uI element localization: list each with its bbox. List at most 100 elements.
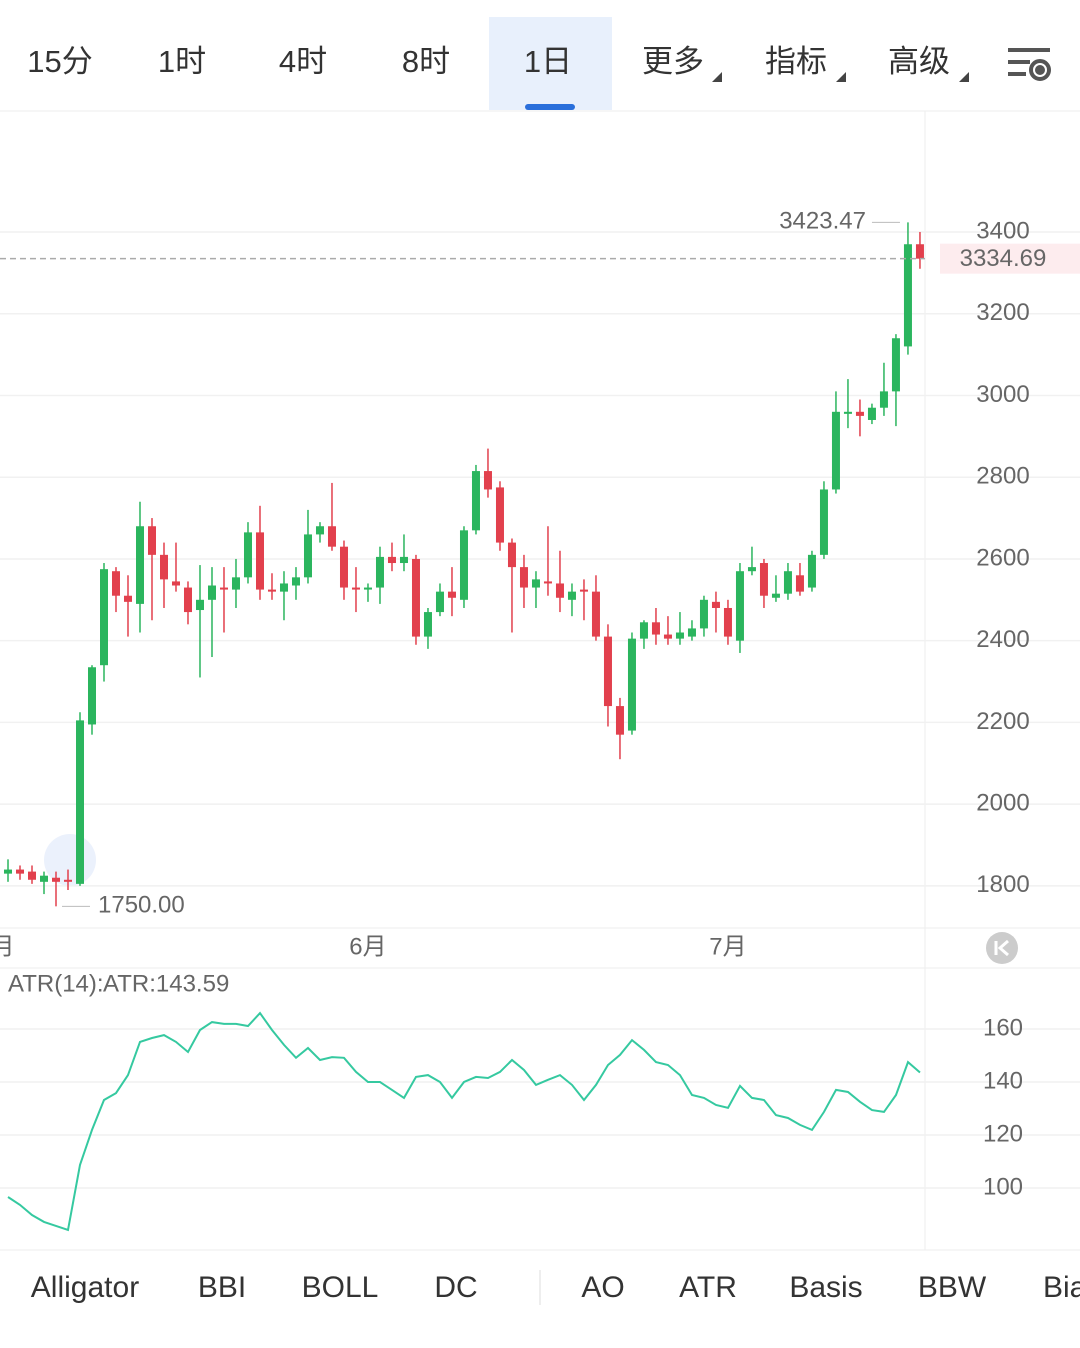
last-price-label: 3334.69 — [960, 245, 1047, 272]
candle-body — [879, 391, 888, 408]
indicator-tab[interactable]: DC — [434, 1271, 477, 1304]
candle-body — [627, 638, 636, 731]
candle-body — [375, 556, 384, 588]
indicator-tab[interactable]: Basis — [789, 1271, 862, 1304]
candle-body — [723, 607, 732, 637]
candle-body — [399, 556, 408, 564]
candle-body — [99, 569, 108, 666]
indicator-tab[interactable]: Alligator — [31, 1271, 139, 1304]
candle-body — [603, 636, 612, 707]
y-tick-label: 140 — [983, 1067, 1023, 1094]
candle-body — [303, 534, 312, 578]
y-tick-label: 2800 — [976, 463, 1029, 490]
candle-body — [4, 869, 13, 874]
candle-body — [195, 599, 204, 611]
candle-body — [52, 877, 61, 882]
tab[interactable]: 1时 — [158, 44, 206, 79]
candle-body — [891, 338, 900, 392]
indicator-tab[interactable]: AO — [581, 1271, 624, 1304]
candle-body — [207, 585, 216, 600]
candle-body — [219, 587, 228, 590]
candle-body — [159, 554, 168, 580]
indicator-tab[interactable]: BBW — [918, 1271, 987, 1304]
tab[interactable]: 1日 — [524, 44, 572, 79]
x-tick-label: 5月 — [0, 933, 15, 960]
candle-body — [579, 589, 588, 592]
candle-body — [315, 526, 324, 535]
candle-body — [327, 526, 336, 547]
candle-body — [87, 667, 96, 725]
y-tick-label: 3200 — [976, 299, 1029, 326]
candle-body — [267, 589, 276, 592]
candle-body — [339, 546, 348, 588]
candle-body — [28, 871, 37, 880]
tab[interactable]: 更多 — [642, 44, 704, 79]
indicator-tab[interactable]: Bia — [1043, 1271, 1080, 1304]
candle-body — [735, 571, 744, 641]
candle-body — [747, 567, 756, 572]
candle-body — [771, 593, 780, 598]
indicator-tab[interactable]: ATR — [679, 1271, 737, 1304]
candle-body — [459, 530, 468, 600]
candle-body — [543, 581, 552, 584]
candle-body — [903, 244, 912, 347]
candle-body — [855, 411, 864, 416]
candle-body — [843, 411, 852, 414]
candle-body — [819, 489, 828, 555]
tab[interactable]: 高级 — [888, 44, 950, 79]
candle-body — [363, 587, 372, 590]
indicator-value: ATR:143.59 — [103, 970, 229, 997]
settings-icon[interactable] — [1008, 48, 1051, 81]
y-tick-label: 3400 — [976, 217, 1029, 244]
candle-body — [147, 526, 156, 555]
candle-body — [255, 532, 264, 590]
candle-body — [183, 587, 192, 613]
candle-body — [795, 575, 804, 592]
y-tick-label: 2400 — [976, 626, 1029, 653]
candle-body — [915, 244, 924, 259]
y-tick-label: 2600 — [976, 544, 1029, 571]
tab[interactable]: 15分 — [27, 44, 92, 79]
indicator-title: ATR(14): — [8, 970, 104, 997]
candle-body — [435, 591, 444, 613]
x-tick-label: 6月 — [349, 933, 386, 960]
candle-body — [759, 563, 768, 596]
indicator-tab[interactable]: BOLL — [302, 1271, 379, 1304]
candle-body — [64, 879, 73, 882]
tab[interactable]: 8时 — [402, 44, 450, 79]
y-tick-label: 3000 — [976, 381, 1029, 408]
candle-body — [291, 577, 300, 586]
scroll-back-icon — [994, 939, 1009, 957]
candle-body — [387, 556, 396, 564]
candle-body — [243, 532, 252, 578]
tab[interactable]: 指标 — [765, 44, 827, 79]
indicator-tab[interactable]: BBI — [198, 1271, 246, 1304]
candle-body — [111, 571, 120, 596]
candle-body — [76, 720, 85, 884]
y-tick-label: 100 — [983, 1173, 1023, 1200]
candle-body — [711, 601, 720, 608]
tab[interactable]: 4时 — [279, 44, 327, 79]
candle-body — [411, 558, 420, 637]
candle-body — [471, 471, 480, 531]
x-tick-label: 7月 — [709, 933, 746, 960]
candle-body — [507, 542, 516, 568]
floating-button[interactable] — [44, 834, 96, 886]
y-tick-label: 160 — [983, 1014, 1023, 1041]
min-price-label: 1750.00 — [98, 892, 185, 919]
candle-body — [675, 632, 684, 639]
candle-body — [423, 612, 432, 637]
y-tick-label: 2000 — [976, 790, 1029, 817]
max-price-label: 3423.47 — [779, 208, 866, 235]
dropdown-markers — [712, 72, 969, 82]
candle-body — [807, 554, 816, 588]
candle-body — [171, 581, 180, 586]
active-tab-underline — [525, 104, 575, 110]
candle-body — [231, 577, 240, 590]
y-tick-label: 120 — [983, 1120, 1023, 1147]
candle-body — [867, 407, 876, 420]
candle-body — [351, 587, 360, 590]
last-price-bg — [940, 243, 1080, 274]
